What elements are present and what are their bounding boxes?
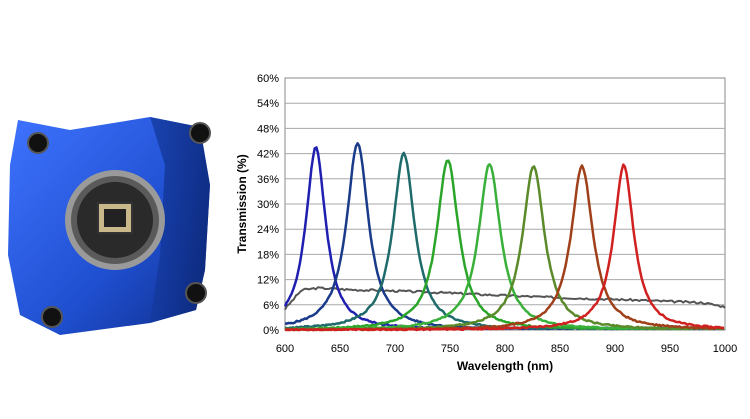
y-axis-title: Transmission (%) bbox=[235, 154, 249, 253]
y-tick-label: 60% bbox=[257, 73, 279, 85]
x-tick-labels: 600 650 700 750 800 850 900 950 1000 bbox=[276, 343, 737, 355]
y-tick-label: 30% bbox=[257, 199, 279, 211]
x-tick-label: 900 bbox=[606, 343, 624, 355]
series-line bbox=[284, 163, 725, 332]
y-tick-label: 24% bbox=[257, 224, 279, 236]
lens-mount-icon bbox=[65, 170, 165, 270]
y-tick-label: 12% bbox=[257, 275, 279, 287]
y-tick-label: 48% bbox=[257, 123, 279, 135]
x-tick-label: 850 bbox=[551, 343, 569, 355]
y-tick-label: 18% bbox=[257, 249, 279, 261]
x-tick-label: 650 bbox=[331, 343, 349, 355]
x-tick-label: 800 bbox=[496, 343, 514, 355]
y-tick-label: 6% bbox=[263, 300, 279, 312]
y-tick-labels: 0% 6% 12% 18% 24% 30% 36% 42% 48% 54% 60% bbox=[257, 73, 279, 337]
y-tick-label: 0% bbox=[263, 325, 279, 337]
x-tick-label: 750 bbox=[441, 343, 459, 355]
x-tick-label: 950 bbox=[661, 343, 679, 355]
gridlines bbox=[285, 102, 725, 306]
series-group bbox=[283, 142, 726, 332]
camera-image bbox=[8, 117, 211, 335]
y-tick-label: 54% bbox=[257, 98, 279, 110]
x-tick-label: 600 bbox=[276, 343, 294, 355]
x-tick-label: 1000 bbox=[713, 343, 737, 355]
mounting-screw-icon bbox=[27, 122, 211, 328]
y-tick-label: 36% bbox=[257, 174, 279, 186]
x-tick-label: 700 bbox=[386, 343, 404, 355]
x-axis-title: Wavelength (nm) bbox=[457, 359, 553, 373]
series-line bbox=[284, 286, 726, 311]
y-tick-label: 42% bbox=[257, 149, 279, 161]
